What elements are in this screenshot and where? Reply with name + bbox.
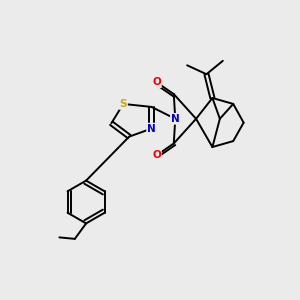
Text: O: O	[152, 77, 161, 87]
Text: S: S	[119, 99, 127, 109]
Text: O: O	[152, 150, 161, 160]
Text: N: N	[147, 124, 156, 134]
Text: N: N	[171, 114, 180, 124]
